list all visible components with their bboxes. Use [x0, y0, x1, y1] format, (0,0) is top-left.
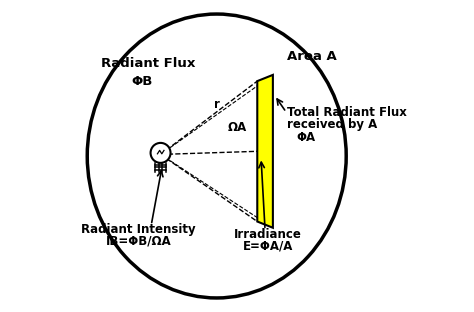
- Text: ΦA: ΦA: [296, 131, 315, 144]
- Text: Area A: Area A: [287, 50, 337, 63]
- Text: ΩA: ΩA: [228, 121, 246, 134]
- Text: r: r: [214, 98, 219, 111]
- Text: Radiant Flux: Radiant Flux: [101, 57, 195, 71]
- Text: Radiant Intensity: Radiant Intensity: [82, 223, 196, 236]
- Text: Irradiance: Irradiance: [234, 228, 302, 241]
- Text: ΦB: ΦB: [131, 75, 153, 88]
- Text: received by A: received by A: [287, 118, 377, 131]
- Polygon shape: [257, 75, 273, 228]
- Text: IB=ΦB/ΩA: IB=ΦB/ΩA: [106, 235, 172, 248]
- Text: E=ΦA/A: E=ΦA/A: [243, 240, 293, 253]
- Circle shape: [151, 143, 171, 163]
- Text: Total Radiant Flux: Total Radiant Flux: [287, 106, 407, 119]
